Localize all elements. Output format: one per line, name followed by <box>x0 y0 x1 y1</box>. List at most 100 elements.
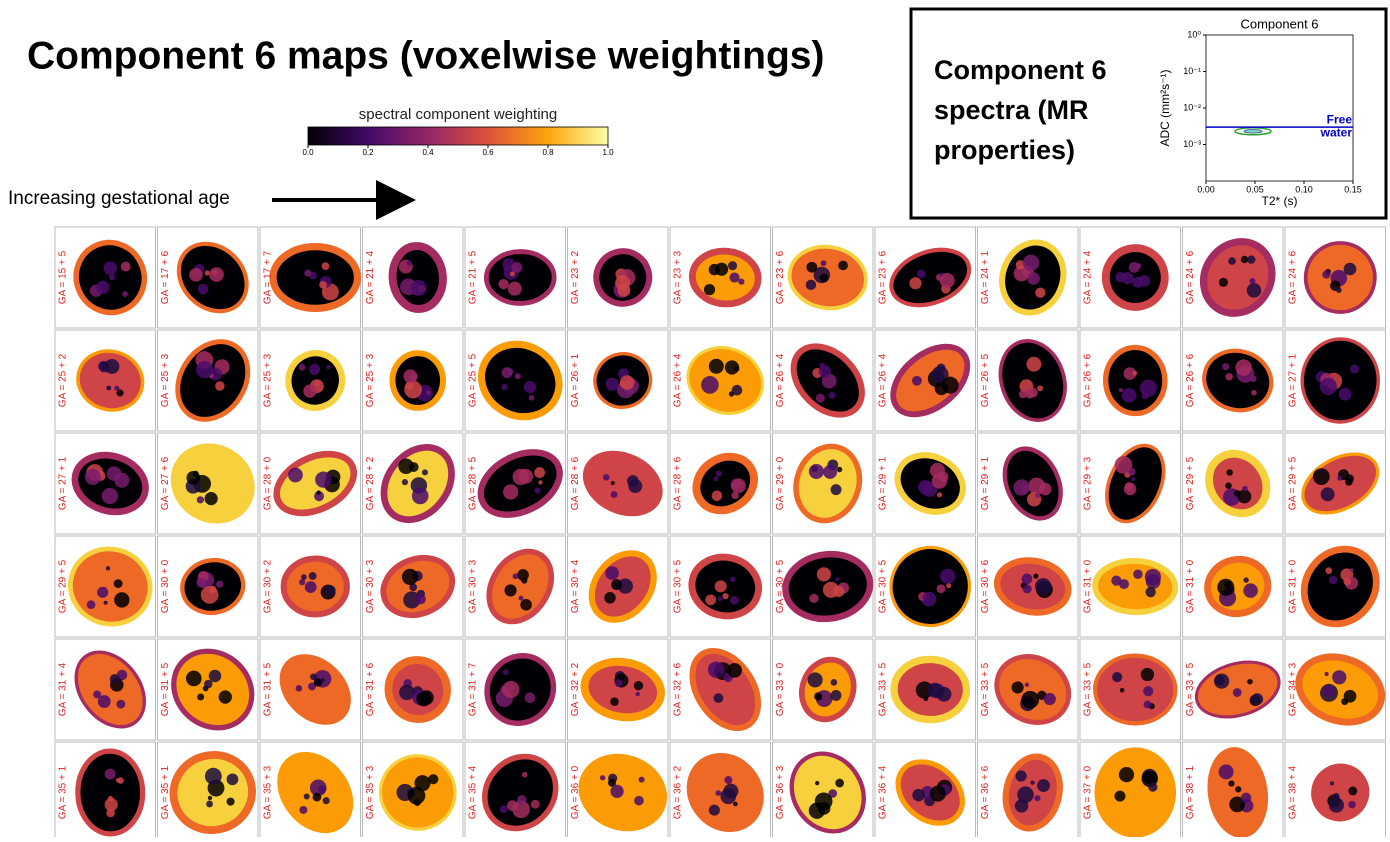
tissue-texture <box>299 579 305 585</box>
spectra-title-line: Component 6 <box>934 55 1107 85</box>
y-tick-label: 10⁻³ <box>1183 139 1201 149</box>
tissue-texture <box>1343 578 1351 586</box>
tissue-texture <box>116 389 123 396</box>
tissue-texture <box>1217 579 1234 596</box>
tissue-texture <box>85 469 101 485</box>
tissue-texture <box>634 796 644 806</box>
tissue-texture <box>820 273 829 282</box>
panel-label: GA = 29 + 5 <box>1288 456 1299 510</box>
tissue-texture <box>498 279 508 289</box>
tissue-texture <box>1025 683 1029 687</box>
tissue-texture <box>1333 793 1339 799</box>
tissue-texture <box>205 768 222 785</box>
tissue-texture <box>310 673 317 680</box>
tissue-texture <box>731 478 746 493</box>
tissue-texture <box>122 291 128 297</box>
tissue-texture <box>106 386 111 391</box>
tissue-texture <box>606 378 619 391</box>
tissue-texture <box>1015 770 1026 781</box>
tissue-texture <box>610 697 618 705</box>
tissue-texture <box>1132 277 1143 288</box>
tissue-texture <box>1023 584 1032 593</box>
tissue-texture <box>1247 679 1253 685</box>
tissue-texture <box>398 458 413 473</box>
y-tick-label: 10⁻¹ <box>1183 66 1201 76</box>
colorbar-tick-label: 0.2 <box>362 148 374 157</box>
tissue-texture <box>1228 257 1236 265</box>
tissue-texture <box>930 786 946 802</box>
tissue-texture <box>1143 686 1153 696</box>
tissue-texture <box>729 272 739 282</box>
tissue-texture <box>942 377 959 394</box>
tissue-map <box>690 248 760 306</box>
tissue-texture <box>1329 576 1337 584</box>
tissue-texture <box>303 384 316 397</box>
tissue-texture <box>121 262 131 272</box>
tissue-texture <box>315 471 331 487</box>
panel-label: GA = 29 + 5 <box>58 559 69 613</box>
panel-label: GA = 31 + 6 <box>365 662 376 716</box>
tissue-texture <box>1033 573 1038 578</box>
tissue-texture <box>611 579 622 590</box>
tissue-texture <box>503 484 518 499</box>
panel-label: GA = 26 + 4 <box>878 353 889 407</box>
tissue-map <box>1095 655 1176 724</box>
tissue-texture <box>809 464 824 479</box>
plot-title: Component 6 <box>1240 16 1318 31</box>
plot-area <box>1206 35 1353 181</box>
panel-label: GA = 29 + 0 <box>775 456 786 510</box>
tissue-texture <box>714 476 719 481</box>
tissue-texture <box>1037 385 1043 391</box>
tissue-texture <box>1234 490 1241 497</box>
tissue-texture <box>1249 278 1255 284</box>
tissue-texture <box>189 268 203 282</box>
colorbar <box>308 127 608 145</box>
tissue-texture <box>1124 483 1136 495</box>
tissue-texture <box>502 681 519 698</box>
tissue-texture <box>299 364 306 371</box>
tissue-texture <box>309 364 320 375</box>
tissue-texture <box>831 679 838 686</box>
tissue-texture <box>819 365 831 377</box>
panel-label: GA = 31 + 4 <box>58 662 69 716</box>
panel-label: GA = 25 + 5 <box>468 353 479 407</box>
tissue-texture <box>186 471 200 485</box>
panel-label: GA = 32 + 6 <box>673 662 684 716</box>
tissue-texture <box>205 270 210 275</box>
tissue-texture <box>407 260 412 265</box>
colorbar-tick-label: 1.0 <box>602 148 614 157</box>
panel-label: GA = 23 + 3 <box>673 250 684 304</box>
panel-label: GA = 31 + 5 <box>263 662 274 716</box>
tissue-texture <box>107 466 122 481</box>
tissue-texture <box>502 367 513 378</box>
tissue-texture <box>403 369 417 383</box>
tissue-texture <box>1035 492 1041 498</box>
tissue-texture <box>304 270 311 277</box>
tissue-texture <box>296 685 303 692</box>
tissue-texture <box>1119 388 1123 392</box>
tissue-texture <box>299 806 307 814</box>
tissue-texture <box>1131 477 1135 481</box>
tissue-texture <box>313 793 322 802</box>
panel-label: GA = 36 + 6 <box>980 765 991 819</box>
panel-label: GA = 26 + 1 <box>570 353 581 407</box>
tissue-texture <box>524 381 536 393</box>
tissue-texture <box>1035 287 1045 297</box>
tissue-texture <box>722 593 728 599</box>
panel-label: GA = 23 + 6 <box>775 250 786 304</box>
panel-label: GA = 24 + 1 <box>980 250 991 304</box>
panel-label: GA = 26 + 4 <box>775 353 786 407</box>
panel-label: GA = 30 + 4 <box>570 559 581 613</box>
tissue-texture <box>1034 795 1040 801</box>
panel-label: GA = 23 + 2 <box>570 250 581 304</box>
tissue-texture <box>937 584 946 593</box>
panel-label: GA = 15 + 5 <box>58 250 69 304</box>
tissue-texture <box>611 481 615 485</box>
tissue-texture <box>305 581 317 593</box>
tissue-texture <box>720 788 736 804</box>
tissue-texture <box>620 375 635 390</box>
tissue-texture <box>1321 487 1335 501</box>
tissue-texture <box>93 690 101 698</box>
tissue-texture <box>320 678 324 682</box>
tissue-texture <box>1251 390 1257 396</box>
